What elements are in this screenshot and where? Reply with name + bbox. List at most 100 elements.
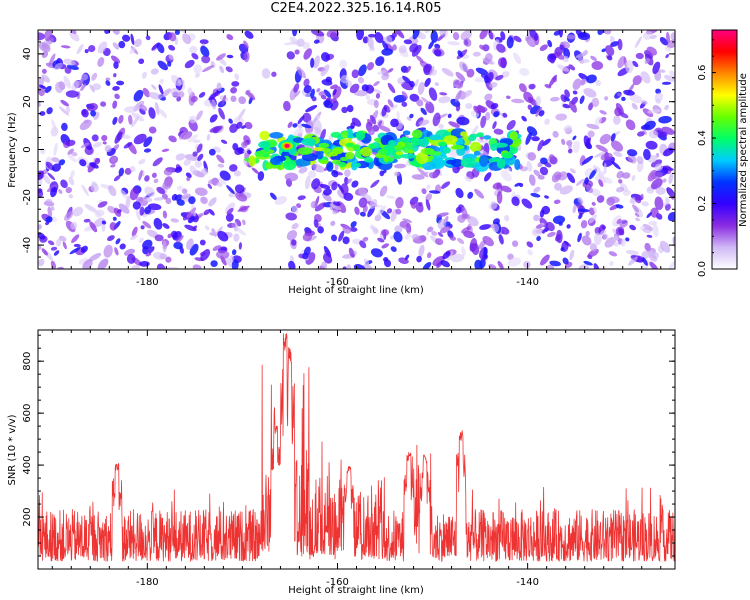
signal-band-blob xyxy=(301,153,318,162)
heatmap-blob xyxy=(120,189,128,199)
heatmap-blob xyxy=(251,167,260,175)
heatmap-blob xyxy=(439,30,447,36)
heatmap-blob xyxy=(632,60,639,68)
heatmap-blob xyxy=(334,162,339,171)
heatmap-blob xyxy=(174,30,180,35)
heatmap-blob xyxy=(381,243,389,249)
heatmap-blob xyxy=(370,248,383,258)
heatmap-blob xyxy=(108,185,117,197)
heatmap-blob xyxy=(38,224,42,230)
heatmap-blob xyxy=(452,32,460,41)
heatmap-blob xyxy=(138,237,144,244)
signal-band-blob xyxy=(345,151,355,160)
heatmap-blob xyxy=(238,96,247,105)
signal-band-blob xyxy=(260,141,271,147)
signal-band-blob xyxy=(332,147,344,155)
heatmap-blob xyxy=(592,165,601,173)
heatmap-blob xyxy=(41,248,48,256)
heatmap-blob xyxy=(218,177,227,185)
heatmap-blob xyxy=(393,163,407,169)
heatmap-blob xyxy=(131,112,145,122)
heatmap-blob xyxy=(428,40,435,50)
heatmap-blob xyxy=(171,193,178,201)
heatmap-blob xyxy=(100,101,107,107)
heatmap-blob xyxy=(642,257,648,266)
heatmap-blob xyxy=(542,138,551,146)
heatmap-blob xyxy=(342,225,352,234)
heatmap-blob xyxy=(594,151,607,158)
heatmap-blob xyxy=(429,65,435,77)
heatmap-blob xyxy=(439,92,448,96)
signal-band-blob xyxy=(395,151,404,156)
heatmap-blob xyxy=(442,251,451,260)
heatmap-blob xyxy=(421,97,430,105)
heatmap-blob xyxy=(138,169,143,181)
heatmap-blob xyxy=(387,99,394,108)
heatmap-blob xyxy=(95,209,105,216)
heatmap-blob xyxy=(319,183,331,190)
signal-band-blob xyxy=(411,129,423,139)
heatmap-blob xyxy=(346,264,352,269)
heatmap-blob xyxy=(194,160,202,168)
heatmap-blob xyxy=(186,238,194,250)
heatmap-blob xyxy=(579,95,585,104)
heatmap-blob xyxy=(502,112,508,118)
heatmap-blob xyxy=(563,240,572,247)
heatmap-blob xyxy=(467,191,474,199)
heatmap-blob xyxy=(496,191,503,204)
heatmap-blob xyxy=(318,91,326,96)
heatmap-blob xyxy=(587,248,599,258)
heatmap-blob xyxy=(620,238,626,247)
heatmap-blob xyxy=(474,259,483,269)
heatmap-blob xyxy=(414,78,419,88)
heatmap-blob xyxy=(472,51,481,57)
heatmap-blob xyxy=(176,96,182,102)
heatmap-blob xyxy=(167,233,173,239)
heatmap-blob xyxy=(167,61,172,67)
heatmap-blob xyxy=(302,112,312,123)
signal-band-blob xyxy=(352,144,361,151)
heatmap-blob xyxy=(466,68,475,78)
heatmap-blob xyxy=(191,52,199,60)
heatmap-blob xyxy=(390,118,399,128)
heatmap-blob xyxy=(291,223,299,230)
signal-band-blob xyxy=(473,150,481,156)
heatmap-blob xyxy=(201,55,211,64)
heatmap-blob xyxy=(188,216,195,224)
heatmap-blob xyxy=(112,116,118,125)
heatmap-blob xyxy=(284,172,299,182)
heatmap-blob xyxy=(159,109,168,118)
heatmap-blob xyxy=(526,161,533,172)
heatmap-blob xyxy=(80,142,90,149)
heatmap-blob xyxy=(346,104,354,113)
heatmap-blob xyxy=(479,30,488,40)
heatmap-blob xyxy=(591,60,604,71)
heatmap-blob xyxy=(432,112,441,127)
heatmap-blob xyxy=(178,91,185,98)
heatmap-blob xyxy=(130,234,138,241)
heatmap-blob xyxy=(65,187,72,194)
heatmap-blob xyxy=(170,230,178,239)
heatmap-blob xyxy=(582,59,590,63)
heatmap-blob xyxy=(38,245,42,251)
heatmap-blob xyxy=(132,201,141,210)
heatmap-blob xyxy=(84,204,97,213)
heatmap-blob xyxy=(377,237,385,243)
heatmap-blob xyxy=(419,234,427,242)
heatmap-blob xyxy=(310,201,317,209)
heatmap-blob xyxy=(497,57,507,68)
heatmap-blob xyxy=(199,239,206,246)
heatmap-blob xyxy=(145,35,151,41)
heatmap-blob xyxy=(91,72,98,81)
heatmap-blob xyxy=(285,212,297,221)
heatmap-blob xyxy=(229,164,238,172)
heatmap-blob xyxy=(585,184,593,194)
heatmap-blob xyxy=(584,177,589,185)
heatmap-blob xyxy=(569,168,576,174)
heatmap-blob xyxy=(69,247,81,255)
heatmap-blob xyxy=(58,159,66,166)
signal-band-blob xyxy=(479,154,489,167)
signal-band-blob xyxy=(263,145,271,153)
heatmap-blob xyxy=(51,119,57,131)
heatmap-blob xyxy=(332,209,339,215)
